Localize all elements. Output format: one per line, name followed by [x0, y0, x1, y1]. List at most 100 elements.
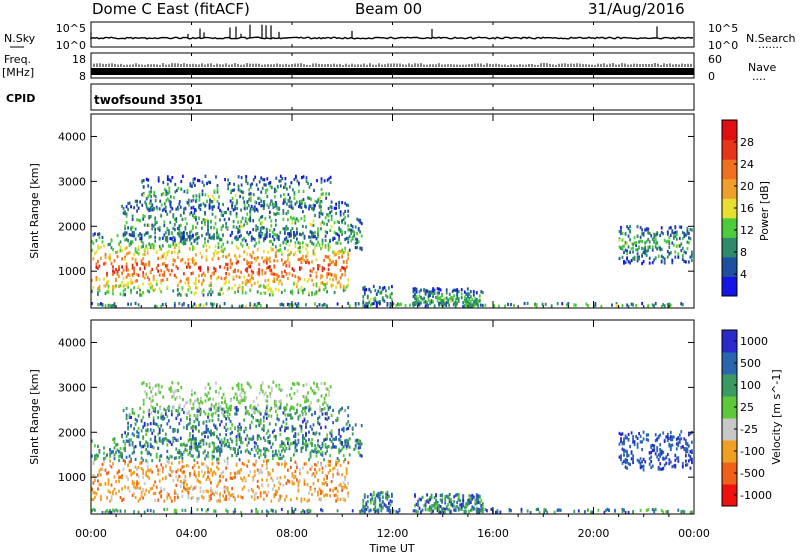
echo-cell: [304, 409, 306, 413]
echo-cell: [378, 497, 381, 501]
echo-cell: [204, 412, 207, 416]
echo-cell: [195, 447, 197, 451]
echo-cell: [268, 215, 271, 219]
echo-cell: [243, 200, 246, 204]
echo-cell: [186, 277, 188, 281]
echo-cell: [235, 406, 238, 410]
echo-cell: [274, 219, 277, 223]
echo-cell: [231, 493, 233, 497]
echo-cell: [193, 281, 196, 285]
echo-cell: [291, 442, 294, 446]
echo-cell: [329, 463, 331, 467]
echo-cell: [238, 432, 241, 436]
echo-cell: [324, 245, 327, 249]
echo-cell: [195, 398, 198, 402]
echo-cell: [320, 381, 323, 385]
echo-cell: [216, 491, 218, 495]
echo-cell: [275, 176, 278, 180]
echo-cell: [140, 467, 143, 471]
echo-cell: [189, 230, 191, 235]
echo-cell: [297, 279, 300, 283]
echo-cell: [638, 432, 640, 436]
echo-cell: [356, 238, 359, 242]
echo-cell: [151, 445, 154, 449]
echo-cell: [282, 241, 285, 245]
echo-cell: [332, 408, 334, 413]
echo-cell: [145, 383, 148, 387]
echo-cell: [273, 279, 276, 283]
echo-cell: [166, 177, 169, 181]
echo-cell: [447, 508, 450, 512]
echo-cell: [273, 399, 276, 403]
echo-cell: [338, 238, 340, 242]
echo-cell: [345, 486, 348, 490]
echo-cell: [145, 197, 148, 201]
echo-cell: [220, 287, 223, 291]
echo-cell: [255, 257, 258, 261]
echo-cell: [466, 291, 469, 296]
y-tick-label: 4000: [58, 130, 86, 143]
echo-cell: [270, 199, 273, 203]
echo-cell: [137, 285, 140, 289]
echo-cell: [432, 504, 434, 508]
echo-cell: [125, 413, 128, 417]
echo-cell: [226, 288, 229, 292]
echo-cell: [445, 494, 448, 498]
freq-tick-top-left: 18: [72, 53, 86, 66]
echo-cell: [287, 227, 289, 231]
echo-cell: [187, 280, 190, 284]
echo-cell: [472, 293, 475, 297]
echo-cell: [669, 460, 672, 464]
echo-cell: [234, 207, 236, 211]
echo-cell: [279, 453, 282, 457]
echo-cell: [303, 510, 306, 514]
echo-cell: [267, 484, 270, 488]
echo-cell: [137, 482, 140, 486]
echo-cell: [240, 390, 243, 395]
echo-cell: [426, 301, 428, 305]
echo-cell: [465, 292, 468, 296]
echo-cell: [427, 498, 430, 502]
echo-cell: [297, 302, 300, 306]
echo-cell: [171, 381, 174, 385]
echo-cell: [348, 423, 351, 427]
echo-cell: [319, 408, 321, 412]
echo-cell: [225, 428, 227, 432]
echo-cell: [327, 463, 330, 467]
echo-cell: [91, 509, 93, 513]
echo-cell: [300, 205, 303, 209]
echo-cell: [124, 448, 126, 453]
echo-cell: [155, 266, 158, 270]
echo-cell: [426, 499, 428, 503]
echo-cell: [168, 189, 171, 193]
echo-cell: [338, 410, 340, 414]
echo-cell: [226, 226, 229, 230]
echo-cell: [146, 275, 149, 279]
echo-cell: [217, 445, 220, 449]
echo-cell: [104, 482, 107, 486]
echo-cell: [198, 444, 200, 449]
echo-cell: [280, 274, 283, 278]
echo-cell: [119, 292, 122, 296]
echo-cell: [445, 505, 448, 509]
echo-cell: [170, 455, 173, 459]
echo-cell: [128, 460, 131, 464]
echo-cell: [320, 452, 322, 456]
echo-cell: [186, 190, 189, 194]
echo-cell: [161, 262, 164, 266]
echo-cell: [439, 498, 442, 502]
echo-cell: [259, 227, 262, 231]
echo-cell: [137, 233, 140, 238]
echo-cell: [259, 303, 262, 308]
echo-cell: [231, 188, 234, 193]
echo-cell: [247, 489, 250, 493]
echo-cell: [620, 231, 622, 236]
echo-cell: [98, 264, 101, 268]
echo-cell: [639, 463, 642, 467]
echo-cell: [359, 510, 362, 514]
cpid-label: CPID: [6, 92, 35, 105]
echo-cell: [157, 498, 160, 502]
echo-cell: [308, 293, 310, 297]
echo-cell: [211, 491, 214, 495]
echo-cell: [324, 234, 327, 238]
